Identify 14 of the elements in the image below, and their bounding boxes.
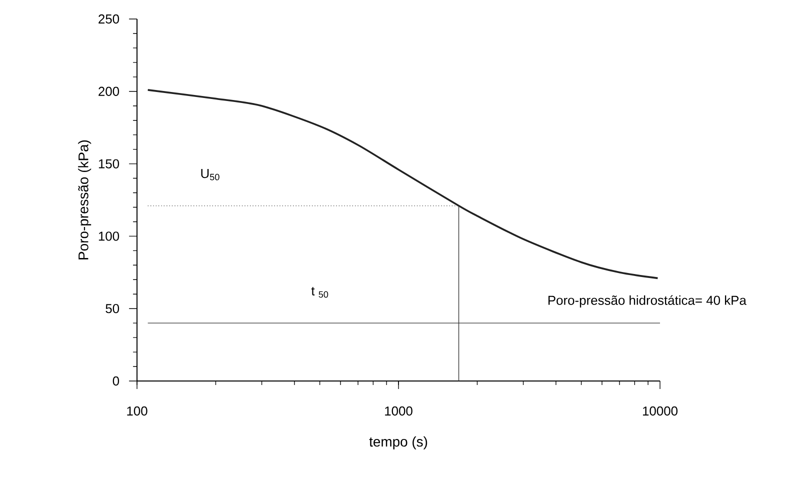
x-axis-title: tempo (s) — [369, 436, 428, 450]
annotation: Poro-pressão hidrostática= 40 kPa — [548, 295, 746, 308]
y-tick-label: 200 — [98, 86, 120, 96]
y-tick-label: 250 — [98, 14, 120, 24]
x-tick-label: 10000 — [642, 406, 678, 416]
y-tick-label: 0 — [112, 376, 120, 386]
y-tick-label: 100 — [98, 232, 120, 241]
y-tick-label: 150 — [98, 159, 120, 168]
y-tick-label: 50 — [106, 304, 120, 314]
y-axis-title: Poro-pressão (kPa) — [78, 140, 92, 260]
annotation: t $_{50}$ — [311, 286, 328, 298]
x-tick-label: 100 — [127, 406, 148, 416]
x-tick-label: 1000 — [385, 406, 412, 416]
annotation: U$_{50}$ — [201, 169, 220, 180]
